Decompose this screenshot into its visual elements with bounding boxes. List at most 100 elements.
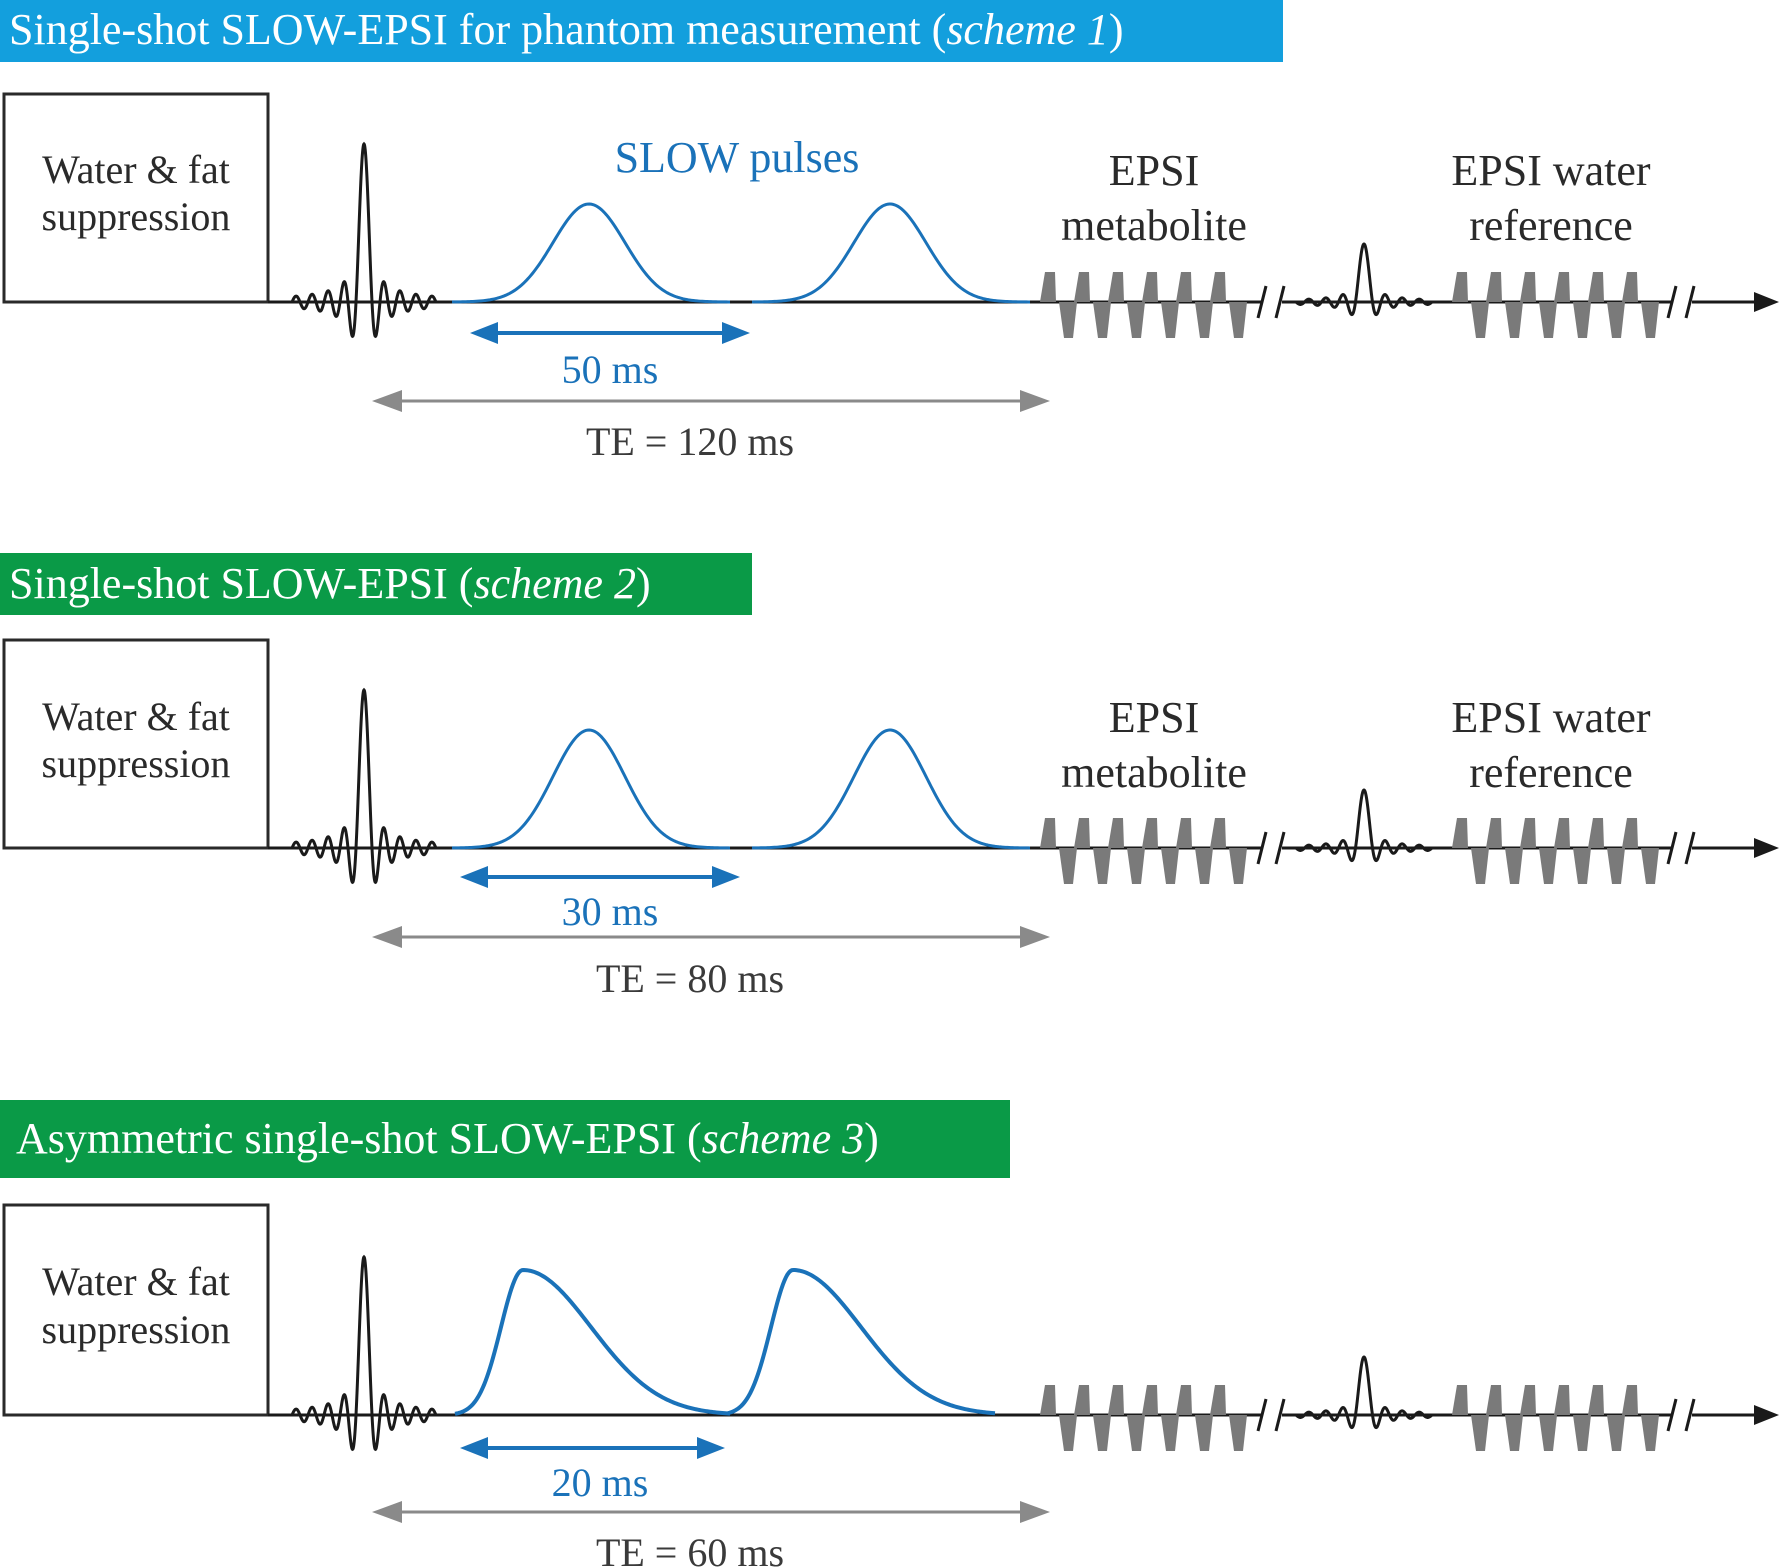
gradient-lobe-negative — [1127, 1415, 1145, 1451]
gradient-lobe-positive — [1040, 1385, 1056, 1415]
slow-interval-label: 30 ms — [562, 889, 659, 934]
suppression-box — [2, 638, 270, 850]
scheme-3: Asymmetric single-shot SLOW-EPSI (scheme… — [0, 1100, 1779, 1568]
gradient-lobe-positive — [1588, 1385, 1604, 1415]
axis-break-mark — [1666, 831, 1678, 865]
slow-pulse-1 — [454, 1268, 731, 1416]
gradient-lobe-negative — [1161, 302, 1179, 338]
slow-pulse-2 — [751, 202, 1031, 304]
epsi-metabolite-line2: metabolite — [1061, 748, 1247, 797]
gradient-lobe-negative — [1229, 302, 1247, 338]
time-axis-arrowhead — [1754, 1405, 1779, 1425]
suppression-box-line1: Water & fat — [42, 1259, 230, 1304]
gradient-lobe-negative — [1539, 302, 1557, 338]
gradient-lobe-negative — [1195, 1415, 1213, 1451]
gradient-lobe-positive — [1108, 1385, 1124, 1415]
gradient-lobe-positive — [1040, 818, 1056, 848]
axis-break-mark — [1256, 831, 1268, 865]
gradient-lobe-negative — [1471, 848, 1489, 884]
suppression-box-line1: Water & fat — [42, 147, 230, 192]
axis-break-mark — [1274, 831, 1286, 865]
excitation-sinc-pulse — [290, 687, 438, 885]
slow-interval-label: 50 ms — [562, 347, 659, 392]
axis-break-mark — [1684, 285, 1696, 319]
gradient-lobe-positive — [1554, 272, 1570, 302]
gradient-lobe-negative — [1539, 848, 1557, 884]
gradient-lobe-negative — [1607, 302, 1625, 338]
gradient-lobe-positive — [1176, 272, 1192, 302]
te-label: TE = 60 ms — [596, 1530, 784, 1568]
epsi-water-line1: EPSI water — [1451, 693, 1651, 742]
suppression-box-line2: suppression — [42, 1307, 231, 1352]
gradient-lobe-negative — [1505, 848, 1523, 884]
slow-interval-arrow-head-right — [722, 322, 750, 344]
gradient-lobe-negative — [1127, 848, 1145, 884]
axis-break-mark — [1666, 1398, 1678, 1432]
scheme-2-banner — [0, 553, 752, 615]
gradient-lobe-negative — [1229, 848, 1247, 884]
gradient-lobe-positive — [1452, 272, 1468, 302]
scheme-3-banner-title: Asymmetric single-shot SLOW-EPSI (scheme… — [16, 1114, 879, 1163]
water-reference-sinc-pulse — [1295, 242, 1433, 317]
suppression-box-line2: suppression — [42, 194, 231, 239]
gradient-lobe-positive — [1486, 818, 1502, 848]
slow-interval-arrow-head-left — [470, 322, 498, 344]
axis-break-mark — [1666, 285, 1678, 319]
gradient-lobe-positive — [1622, 1385, 1638, 1415]
gradient-lobe-positive — [1176, 1385, 1192, 1415]
gradient-lobe-positive — [1108, 818, 1124, 848]
gradient-lobe-negative — [1573, 302, 1591, 338]
suppression-box — [2, 92, 270, 304]
gradient-lobe-negative — [1059, 302, 1077, 338]
axis-break-mark — [1274, 1398, 1286, 1432]
gradient-lobe-positive — [1554, 1385, 1570, 1415]
gradient-lobe-positive — [1074, 818, 1090, 848]
gradient-lobe-positive — [1520, 272, 1536, 302]
slow-pulse-1 — [451, 202, 731, 304]
gradient-lobe-positive — [1588, 818, 1604, 848]
gradient-lobe-negative — [1093, 848, 1111, 884]
epsi-metabolite-line2: metabolite — [1061, 201, 1247, 250]
axis-break-mark — [1274, 285, 1286, 319]
gradient-lobe-negative — [1641, 1415, 1659, 1451]
te-label: TE = 120 ms — [586, 419, 794, 464]
gradient-lobe-negative — [1195, 302, 1213, 338]
time-axis-arrowhead — [1754, 838, 1779, 858]
scheme-2-banner-title: Single-shot SLOW-EPSI (scheme 2) — [9, 559, 651, 608]
gradient-lobe-positive — [1142, 818, 1158, 848]
gradient-lobe-positive — [1520, 818, 1536, 848]
te-arrow-head-right — [1020, 926, 1050, 948]
suppression-box-line1: Water & fat — [42, 694, 230, 739]
gradient-lobe-negative — [1607, 1415, 1625, 1451]
slow-interval-label: 20 ms — [552, 1460, 649, 1505]
slow-pulse-1 — [451, 728, 731, 850]
epsi-water-line2: reference — [1469, 201, 1633, 250]
te-arrow-head-left — [372, 1501, 402, 1523]
scheme-1-banner — [0, 0, 1283, 62]
gradient-lobe-negative — [1093, 1415, 1111, 1451]
epsi-metabolite-line1: EPSI — [1109, 693, 1199, 742]
gradient-lobe-positive — [1210, 1385, 1226, 1415]
gradient-lobe-negative — [1573, 1415, 1591, 1451]
gradient-lobe-negative — [1229, 1415, 1247, 1451]
slow-interval-arrow-head-left — [460, 866, 488, 888]
suppression-box-line2: suppression — [42, 741, 231, 786]
gradient-lobe-negative — [1505, 302, 1523, 338]
gradient-lobe-negative — [1127, 302, 1145, 338]
scheme-1-banner-title: Single-shot SLOW-EPSI for phantom measur… — [9, 5, 1123, 54]
slow-interval-arrow-head-left — [460, 1437, 488, 1459]
gradient-lobe-negative — [1093, 302, 1111, 338]
water-reference-sinc-pulse — [1295, 788, 1433, 863]
te-arrow-head-right — [1020, 390, 1050, 412]
gradient-lobe-positive — [1588, 272, 1604, 302]
epsi-water-line2: reference — [1469, 748, 1633, 797]
te-arrow-head-left — [372, 926, 402, 948]
te-arrow-head-right — [1020, 1501, 1050, 1523]
gradient-lobe-negative — [1539, 1415, 1557, 1451]
gradient-lobe-positive — [1520, 1385, 1536, 1415]
gradient-lobe-positive — [1210, 818, 1226, 848]
gradient-lobe-negative — [1471, 302, 1489, 338]
gradient-lobe-positive — [1176, 818, 1192, 848]
gradient-lobe-positive — [1142, 1385, 1158, 1415]
slow-interval-arrow-head-right — [712, 866, 740, 888]
